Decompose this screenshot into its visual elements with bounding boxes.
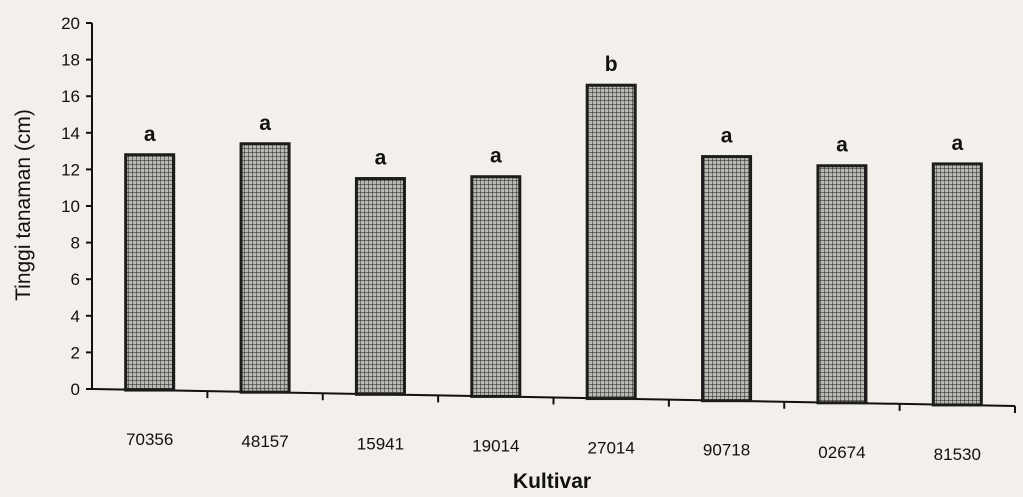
y-tick-label: 2 (71, 343, 80, 362)
bar-70356 (124, 153, 176, 392)
x-tick-label: 70356 (126, 430, 173, 449)
x-tick-label: 19014 (472, 436, 519, 455)
bar-27014 (585, 83, 637, 401)
significance-letter: a (721, 125, 733, 148)
y-tick-label: 8 (71, 234, 80, 253)
y-tick-label: 0 (71, 380, 80, 399)
bar-48157 (239, 142, 291, 394)
bar-81530 (931, 162, 983, 407)
y-tick-label: 14 (61, 124, 80, 143)
significance-letter: a (490, 145, 502, 168)
significance-letter: a (144, 123, 156, 146)
significance-letter: a (259, 112, 271, 135)
y-tick-label: 18 (61, 51, 80, 70)
y-tick-label: 10 (61, 197, 80, 216)
significance-letter: b (605, 53, 618, 76)
x-tick-label: 90718 (703, 441, 750, 460)
y-tick-label: 6 (71, 270, 80, 289)
x-tick-label: 15941 (357, 434, 404, 453)
significance-letter: a (375, 147, 387, 170)
y-tick-label: 16 (61, 87, 80, 106)
bar-15941 (354, 177, 406, 396)
x-tick-label: 27014 (588, 439, 635, 458)
bar-90718 (701, 155, 753, 403)
significance-letter: a (951, 132, 963, 155)
x-axis-title: Kultivar (513, 470, 591, 493)
bar-02674 (816, 164, 868, 405)
y-tick-label: 4 (71, 307, 80, 326)
significance-letter: a (836, 134, 848, 157)
x-tick-label: 48157 (241, 432, 288, 451)
y-axis-title: Tinggi tanaman (cm) (12, 109, 35, 301)
bar-19014 (470, 175, 522, 398)
y-tick-label: 20 (61, 14, 80, 33)
x-tick-label: 02674 (818, 443, 865, 462)
y-tick-label: 12 (61, 160, 80, 179)
x-tick-label: 81530 (934, 445, 981, 464)
